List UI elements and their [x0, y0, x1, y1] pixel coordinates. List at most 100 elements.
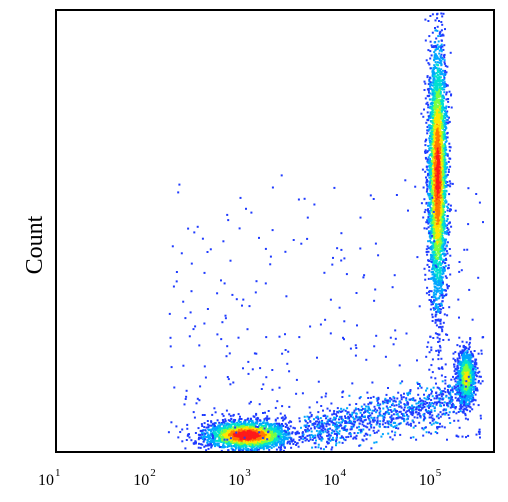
data-point	[431, 182, 434, 185]
data-point	[443, 91, 446, 94]
data-point	[439, 349, 442, 352]
data-point	[243, 421, 245, 424]
data-point	[269, 438, 272, 441]
data-point	[278, 434, 281, 436]
data-point	[439, 179, 442, 182]
data-point	[434, 170, 437, 173]
data-point	[447, 232, 450, 235]
data-point	[431, 210, 434, 213]
data-point	[429, 135, 431, 138]
data-point	[287, 429, 289, 432]
data-point	[203, 414, 206, 416]
data-point	[252, 445, 255, 448]
data-point	[434, 124, 436, 127]
data-point	[443, 54, 445, 57]
data-point	[438, 84, 441, 86]
data-point	[201, 429, 204, 432]
data-point	[216, 419, 219, 422]
data-point	[436, 43, 439, 46]
data-point	[438, 268, 441, 271]
data-point	[436, 13, 438, 16]
data-point	[435, 260, 438, 263]
data-point	[282, 449, 285, 452]
data-point	[432, 253, 435, 256]
data-point	[432, 226, 435, 228]
data-point	[443, 227, 446, 230]
data-point	[438, 175, 441, 178]
data-point	[215, 434, 218, 437]
data-point	[433, 172, 436, 175]
data-point	[286, 442, 289, 445]
data-point	[435, 184, 437, 187]
data-point	[436, 268, 439, 271]
data-point	[215, 432, 218, 435]
data-point	[433, 51, 436, 54]
data-point	[233, 440, 236, 443]
data-point	[442, 203, 445, 206]
data-point	[259, 444, 262, 447]
data-point	[263, 437, 266, 440]
data-point	[218, 432, 221, 434]
data-point	[429, 185, 432, 188]
data-point	[240, 429, 243, 432]
data-point	[439, 90, 442, 93]
data-point	[425, 102, 428, 105]
data-point	[426, 286, 429, 289]
data-point	[442, 247, 445, 250]
data-point	[436, 231, 438, 233]
data-point	[265, 417, 268, 420]
data-point	[436, 135, 439, 138]
data-point	[293, 427, 296, 430]
data-point	[431, 114, 434, 117]
data-point	[241, 425, 244, 428]
data-point	[209, 437, 212, 440]
data-point	[439, 188, 441, 191]
data-point	[438, 61, 441, 64]
data-point	[242, 435, 245, 438]
data-point	[263, 419, 266, 422]
data-point	[274, 427, 277, 429]
data-point	[273, 434, 276, 437]
data-point	[434, 270, 437, 273]
data-point	[278, 422, 281, 425]
data-point	[195, 441, 197, 444]
data-point	[206, 444, 209, 447]
data-point	[288, 427, 291, 430]
data-point	[247, 447, 250, 450]
data-point	[428, 290, 430, 293]
data-point	[435, 185, 438, 188]
data-point	[443, 61, 446, 64]
data-point	[445, 333, 447, 336]
data-point	[211, 439, 213, 442]
data-point	[282, 443, 285, 446]
data-point	[213, 428, 216, 431]
data-point	[278, 431, 281, 434]
data-point	[429, 157, 432, 160]
data-point	[244, 420, 247, 423]
data-point	[438, 59, 441, 61]
data-point	[435, 297, 437, 300]
data-point	[247, 436, 250, 439]
data-point	[435, 307, 438, 310]
data-point	[439, 264, 442, 267]
data-point	[422, 216, 425, 219]
data-point	[257, 430, 260, 433]
data-point	[440, 71, 443, 74]
data-point	[430, 180, 433, 183]
data-point	[439, 289, 442, 292]
data-point	[433, 136, 435, 139]
data-point	[433, 160, 435, 163]
data-point	[430, 126, 433, 129]
data-point	[221, 435, 224, 438]
data-point	[241, 434, 243, 437]
data-point	[426, 174, 429, 177]
data-point	[226, 426, 229, 429]
data-point	[271, 431, 274, 433]
data-point	[271, 438, 274, 440]
data-point	[431, 214, 434, 217]
data-point	[435, 232, 438, 235]
data-point	[446, 227, 449, 229]
data-point	[449, 221, 451, 224]
data-point	[431, 303, 434, 306]
data-point	[440, 292, 443, 295]
